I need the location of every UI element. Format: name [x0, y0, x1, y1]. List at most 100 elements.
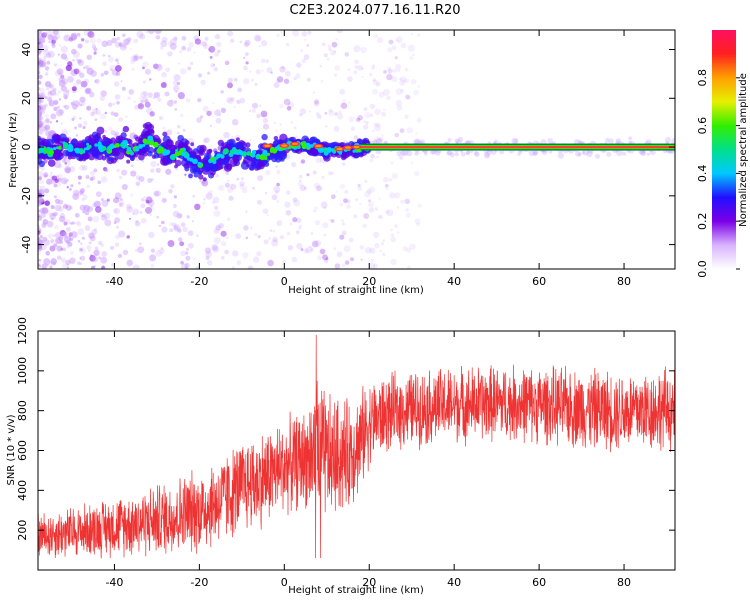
spectral-speck	[79, 262, 82, 266]
ridge-hotspot	[315, 144, 322, 148]
spectral-speck	[42, 63, 46, 67]
spectral-speck	[62, 263, 68, 269]
spectral-speck	[331, 41, 338, 48]
snr-x-ticks: -40 -20 0 20 40 60 80	[105, 331, 631, 589]
ridge-blob	[101, 156, 107, 161]
spectral-speck	[99, 212, 104, 217]
x-tick-label: 80	[617, 576, 631, 589]
spectral-speck	[118, 175, 123, 180]
ridge-blob	[187, 160, 191, 164]
ridge-blob	[271, 148, 278, 154]
colorbar-tick-label: 0.0	[696, 260, 709, 278]
spectral-speck	[160, 247, 164, 251]
spectral-speck	[38, 81, 42, 86]
spectral-speck	[93, 249, 100, 257]
ridge-blob	[126, 147, 131, 152]
spectral-speck	[132, 264, 140, 269]
spectral-speck	[38, 189, 41, 195]
spectral-speck	[140, 99, 144, 104]
spectrogram-y-axis-label: Frequency (Hz)	[8, 112, 19, 188]
spectral-speck	[212, 102, 215, 105]
spectral-speck	[144, 99, 149, 104]
spectral-speck	[60, 247, 64, 251]
spectral-speck	[38, 57, 43, 64]
spectral-speck	[51, 175, 58, 181]
spectral-speck	[41, 45, 49, 52]
spectral-speck	[66, 263, 70, 267]
spectral-speck	[344, 260, 350, 265]
spectral-speck	[97, 180, 101, 184]
spectral-speck	[328, 47, 332, 51]
spectral-speck	[256, 251, 262, 257]
spectral-speck	[166, 129, 173, 136]
spectral-speck	[333, 247, 337, 250]
spectral-speck	[334, 263, 341, 269]
spectral-speck	[291, 256, 298, 263]
spectral-speck	[248, 70, 252, 73]
spectral-speck	[165, 168, 172, 176]
spectral-speck	[150, 168, 155, 173]
spectral-speck	[79, 256, 82, 260]
spectral-speck	[578, 139, 582, 144]
spectral-speck	[89, 170, 95, 176]
spectral-speck	[243, 65, 248, 71]
spectral-speck	[289, 222, 293, 226]
spectral-speck	[132, 212, 135, 215]
spectral-speck	[125, 41, 129, 45]
spectral-speck	[102, 61, 107, 67]
ridge-blob	[181, 151, 186, 157]
spectral-speck	[100, 72, 105, 77]
spectral-speck	[38, 129, 44, 135]
spectral-speck	[92, 202, 97, 208]
spectral-speck	[363, 107, 368, 112]
x-tick-label: 40	[447, 576, 461, 589]
spectral-speck	[63, 221, 68, 226]
spectral-speck	[133, 100, 136, 104]
spectral-speck	[60, 45, 68, 53]
spectral-speck	[38, 263, 41, 267]
spectral-speck	[382, 239, 385, 243]
spectral-speck	[203, 197, 206, 201]
spectral-speck	[60, 257, 63, 260]
spectral-speck	[404, 198, 411, 205]
spectral-speck	[115, 234, 120, 240]
spectral-speck	[370, 258, 374, 262]
spectral-speck	[323, 206, 327, 209]
spectral-speck	[239, 181, 245, 187]
x-tick-label: 60	[532, 275, 546, 288]
spectral-speck	[323, 53, 328, 58]
spectral-speck	[150, 205, 153, 208]
spectral-speck	[388, 178, 393, 182]
ridge-blob	[78, 156, 83, 161]
spectral-speck	[50, 205, 55, 210]
spectral-speck	[372, 78, 377, 82]
spectral-speck	[237, 87, 243, 93]
spectral-speck	[39, 37, 46, 44]
spectral-speck	[110, 68, 113, 71]
spectral-speck	[465, 150, 470, 155]
spectral-speck	[369, 103, 376, 110]
spectral-speck	[38, 124, 41, 130]
spectral-speck	[110, 245, 115, 250]
ridge-hotspot	[353, 145, 360, 149]
spectral-speck	[369, 247, 376, 254]
spectral-speck	[557, 152, 565, 159]
spectral-speck	[79, 96, 86, 103]
spectral-speck	[353, 135, 359, 140]
spectral-speck	[360, 258, 363, 261]
spectral-speck	[282, 259, 286, 264]
spectral-speck	[224, 249, 230, 255]
spectral-speck	[368, 186, 376, 193]
spectral-speck	[38, 122, 43, 129]
spectral-speck	[528, 149, 535, 157]
spectral-speck	[38, 58, 42, 63]
spectral-speck	[373, 136, 381, 144]
spectral-speck	[138, 176, 145, 182]
spectral-speck	[204, 36, 209, 41]
spectral-speck	[140, 217, 147, 224]
x-tick-label: 40	[447, 275, 461, 288]
spectral-speck	[164, 91, 170, 97]
spectral-speck	[276, 220, 283, 227]
spectral-speck	[513, 139, 518, 144]
spectral-speck	[106, 40, 113, 46]
